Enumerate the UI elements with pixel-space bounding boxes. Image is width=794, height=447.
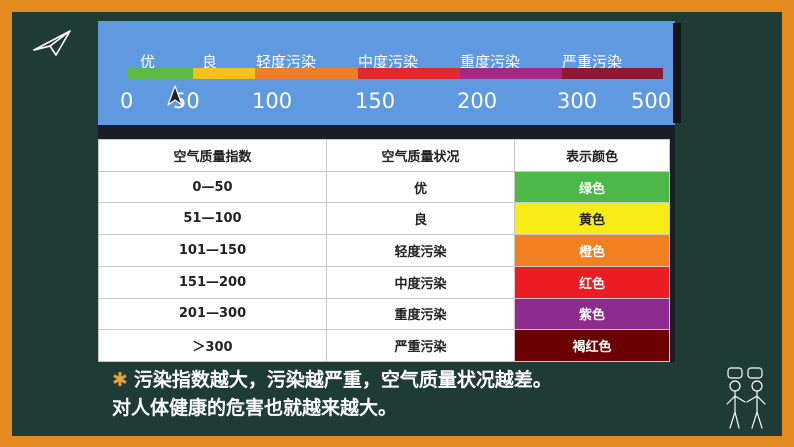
aqi-panel: 优 良 轻度污染 中度污染 重度污染 严重污染 0 50 100 150 200… (98, 21, 681, 362)
color-cell: 紫色 (514, 297, 670, 331)
pointer-arrow-icon (167, 85, 183, 106)
scale-bar-segment (255, 68, 358, 79)
status-cell: 中度污染 (326, 265, 515, 299)
column-header: 表示颜色 (514, 139, 670, 172)
scale-bar-segment (358, 68, 460, 79)
level-label-good: 良 (202, 53, 218, 71)
status-cell: 优 (326, 170, 515, 204)
summary-note: ✱ 污染指数越大，污染越严重，空气质量状况越差。 对人体健康的危害也就越来越大。 (112, 366, 552, 422)
discussion-people-icon (726, 367, 766, 429)
scale-number: 500 (631, 89, 672, 113)
scale-number: 100 (252, 89, 293, 113)
index-cell: 0—50 (98, 170, 327, 204)
index-cell: 101—150 (98, 234, 327, 267)
color-cell: 绿色 (514, 170, 670, 204)
level-label-light: 轻度污染 (256, 53, 317, 71)
note-text: 污染指数越大，污染越严重，空气质量状况越差。 (133, 369, 552, 391)
scale-number: 150 (355, 89, 396, 113)
level-label-heavy: 重度污染 (460, 53, 521, 71)
level-label-severe: 严重污染 (562, 53, 623, 71)
table-header-row: 空气质量指数 空气质量状况 表示颜色 (98, 139, 670, 172)
level-label-moderate: 中度污染 (358, 53, 419, 71)
scale-bar-segment (460, 68, 562, 79)
paper-plane-icon (33, 30, 71, 56)
scale-bar-segment (128, 68, 193, 79)
index-cell: 151—200 (98, 265, 327, 299)
scale-number: 300 (557, 89, 598, 113)
column-header: 空气质量指数 (98, 139, 327, 172)
status-cell: 良 (326, 202, 515, 236)
table-row: 201—300 重度污染 紫色 (98, 297, 670, 331)
note-line: ✱ 污染指数越大，污染越严重，空气质量状况越差。 (112, 366, 552, 394)
index-cell: 51—100 (98, 202, 327, 236)
status-cell: 轻度污染 (326, 234, 515, 267)
color-cell: 黄色 (514, 202, 670, 236)
scale-bar-segment (193, 68, 255, 79)
scale-number: 200 (457, 89, 498, 113)
table-row: 101—150 轻度污染 橙色 (98, 234, 670, 267)
table-row: 151—200 中度污染 红色 (98, 265, 670, 299)
note-line: 对人体健康的危害也就越来越大。 (112, 394, 552, 422)
aqi-scale: 优 良 轻度污染 中度污染 重度污染 严重污染 0 50 100 150 200… (98, 21, 681, 125)
aqi-table: 空气质量指数 空气质量状况 表示颜色 0—50 优 绿色 51—100 良 黄色… (98, 139, 670, 362)
table-row: 0—50 优 绿色 (98, 170, 670, 204)
color-cell: 橙色 (514, 234, 670, 267)
index-cell: ＞300 (98, 329, 327, 362)
table-row: 51—100 良 黄色 (98, 202, 670, 236)
scale-number: 0 (120, 89, 134, 113)
level-label-excellent: 优 (140, 53, 156, 71)
color-cell: 红色 (514, 265, 670, 299)
table-row: ＞300 严重污染 褐红色 (98, 329, 670, 362)
index-cell: 201—300 (98, 297, 327, 331)
bullet-star-icon: ✱ (112, 369, 128, 391)
scale-bar-segment (562, 68, 663, 79)
note-text: 对人体健康的危害也就越来越大。 (112, 397, 398, 419)
color-cell: 褐红色 (514, 329, 670, 362)
status-cell: 严重污染 (326, 329, 515, 362)
column-header: 空气质量状况 (326, 139, 515, 172)
status-cell: 重度污染 (326, 297, 515, 331)
